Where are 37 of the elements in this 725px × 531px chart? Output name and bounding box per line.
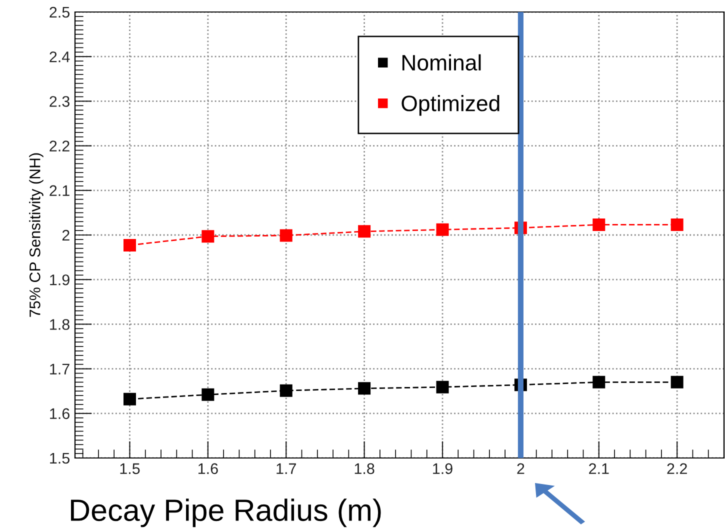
point — [280, 384, 292, 397]
point — [358, 225, 371, 238]
x-tick-label: 1.6 — [198, 463, 218, 474]
point — [202, 388, 214, 401]
point — [670, 376, 684, 388]
point — [592, 376, 606, 388]
point — [280, 229, 292, 242]
y-tick-label: 1.8 — [50, 319, 70, 330]
point — [436, 380, 449, 394]
y-tick-label: 2.4 — [50, 51, 70, 62]
y-tick-label: 2.2 — [50, 140, 70, 152]
x-tick-label: 2 — [517, 463, 524, 474]
x-tick-label: 1.9 — [433, 463, 452, 474]
point — [436, 223, 449, 236]
y-axis-title: 75% CP Sensitivity (NH) — [29, 153, 44, 317]
legend-label: Nominal — [402, 54, 481, 71]
y-tick-label: 1.5 — [50, 453, 70, 464]
y-tick-label: 2 — [62, 230, 70, 241]
point — [670, 218, 684, 231]
x-tick-label: 1.7 — [276, 463, 296, 474]
x-tick-label: 2.2 — [667, 463, 687, 474]
y-tick-label: 1.9 — [50, 274, 70, 286]
point — [123, 392, 136, 406]
point — [202, 230, 214, 243]
y-tick-label: 2.5 — [50, 6, 70, 18]
x-tick-label: 1.8 — [354, 463, 374, 474]
y-tick-label: 1.7 — [50, 364, 70, 374]
point — [358, 382, 371, 395]
legend-label: Optimized — [402, 94, 500, 116]
y-tick-label: 2.1 — [50, 185, 70, 196]
x-axis-title: Decay Pipe Radius (m) — [71, 498, 381, 528]
y-tick-label: 2.3 — [50, 96, 70, 107]
y-tick-label: 1.6 — [50, 408, 70, 420]
x-tick-label: 2.1 — [589, 463, 609, 474]
x-tick-label: 1.5 — [120, 463, 140, 474]
point — [592, 218, 606, 231]
point — [123, 239, 136, 252]
